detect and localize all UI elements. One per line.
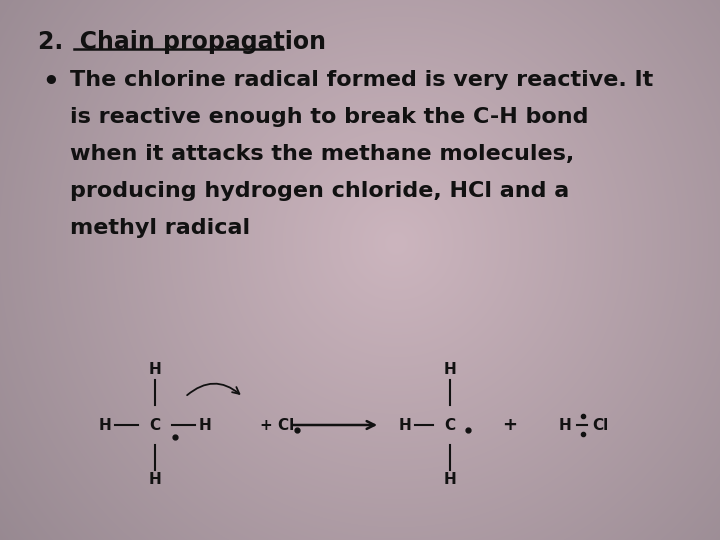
- Text: The chlorine radical formed is very reactive. It: The chlorine radical formed is very reac…: [70, 70, 653, 90]
- Text: H: H: [148, 362, 161, 377]
- Text: H: H: [444, 362, 456, 377]
- Text: C: C: [150, 417, 161, 433]
- Text: H: H: [444, 472, 456, 488]
- Text: producing hydrogen chloride, HCl and a: producing hydrogen chloride, HCl and a: [70, 181, 570, 201]
- Text: + Cl: + Cl: [260, 417, 294, 433]
- Text: H: H: [559, 417, 572, 433]
- Text: C: C: [444, 417, 456, 433]
- Text: Cl: Cl: [592, 417, 608, 433]
- Text: +: +: [503, 416, 518, 434]
- Text: H: H: [399, 417, 411, 433]
- Text: •: •: [42, 70, 59, 96]
- Text: H: H: [199, 417, 212, 433]
- Text: 2.  Chain propagation: 2. Chain propagation: [38, 30, 326, 54]
- Text: H: H: [148, 472, 161, 488]
- Text: when it attacks the methane molecules,: when it attacks the methane molecules,: [70, 144, 575, 164]
- Text: H: H: [99, 417, 112, 433]
- Text: methyl radical: methyl radical: [70, 218, 250, 238]
- Text: is reactive enough to break the C-H bond: is reactive enough to break the C-H bond: [70, 107, 588, 127]
